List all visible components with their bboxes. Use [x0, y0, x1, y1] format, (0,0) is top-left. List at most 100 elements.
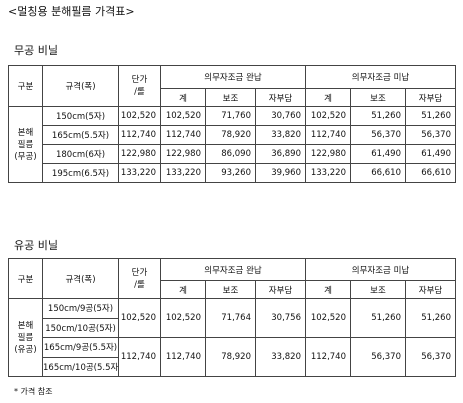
header-cell: 보조	[350, 88, 406, 107]
header-row: 구분 규격(폭) 단가/롤 의무자조금 완납 의무자조금 미납	[8, 65, 456, 107]
text-line: 단가	[131, 267, 148, 278]
value-cell: 36,890	[255, 144, 306, 164]
value-cell: 66,610	[350, 163, 406, 183]
header-cell: 보조	[205, 280, 256, 299]
text-line: (무공)	[14, 151, 37, 162]
header-cell: 구분	[8, 65, 43, 107]
value-cell: 51,260	[405, 106, 456, 126]
value-cell: 122,980	[118, 144, 161, 164]
header-cell: 의무자조금 미납	[305, 258, 456, 281]
data-row: 180cm(6자) 122,980 122,980 86,090 36,890 122,9…	[9, 144, 456, 164]
header-cell: 단가/롤	[118, 258, 161, 299]
header-cell: 의무자조금 완납	[160, 65, 306, 89]
value-cell: 51,260	[405, 298, 456, 338]
header-cell: 구분	[8, 258, 43, 299]
category-cell: 본해 필름 (유공)	[8, 298, 43, 377]
page-title: <멀칭용 분해필름 가격표>	[8, 5, 135, 18]
value-cell: 102,520	[118, 106, 161, 126]
value-cell: 112,740	[160, 337, 206, 377]
spec-cell: 165cm/10공(5.5자)	[42, 356, 119, 377]
text-line: /롤	[134, 87, 145, 97]
value-cell: 56,370	[405, 337, 456, 377]
header-cell: 보조	[205, 88, 256, 107]
header-cell: 계	[305, 88, 351, 107]
header-cell: 자부담	[255, 88, 306, 107]
header-row: 구분 규격(폭) 단가/롤 의무자조금 완납 의무자조금 미납	[8, 258, 456, 299]
text-line: 필름	[17, 332, 34, 343]
value-cell: 112,740	[118, 337, 161, 377]
note: * 가격 참조	[14, 387, 53, 396]
spec-cell: 150cm(5자)	[42, 106, 119, 126]
text-line: 필름	[17, 139, 34, 150]
spec-cell: 150cm/10공(5자)	[42, 317, 119, 338]
text-line: /롤	[134, 279, 145, 290]
value-cell: 39,960	[255, 163, 306, 183]
value-cell: 33,820	[255, 337, 306, 377]
value-cell: 86,090	[205, 144, 256, 164]
data-row: 195cm(6.5자) 133,220 133,220 93,260 39,960 133…	[9, 163, 456, 183]
header-cell: 단가/롤	[118, 65, 161, 107]
spec-cell: 165cm/9공(5.5자)	[42, 337, 119, 358]
header-cell: 자부담	[405, 280, 456, 299]
data-row: 본해 필름 (무공) 150cm(5자) 102,520 102,520 71,760 30,…	[8, 106, 456, 183]
value-cell: 51,260	[350, 298, 406, 338]
header-row: 계 보조 자부담 계 보조 자부담	[9, 280, 456, 299]
data-row: 본해 필름 (유공) 150cm/9공(5자) 102,520 102,520 71,764…	[8, 298, 456, 377]
price-table: 구분 규격(폭) 단가/롤 의무자조금 완납 의무자조금 미납 계 보조 자부담 계 보조 자부담 본…	[8, 258, 456, 377]
value-cell: 56,370	[350, 337, 406, 377]
value-cell: 78,920	[205, 337, 256, 377]
data-row: 165cm/10공(5.5자)	[9, 356, 456, 377]
price-table: 구분 규격(폭) 단가/롤 의무자조금 완납 의무자조금 미납 계 보조 자부담 계 보조 자부담 본…	[8, 65, 456, 183]
value-cell: 133,220	[160, 163, 206, 183]
value-cell: 122,980	[305, 144, 351, 164]
value-cell: 56,370	[350, 125, 406, 145]
text-line: 본해	[17, 127, 34, 138]
spec-cell: 195cm(6.5자)	[42, 163, 119, 183]
value-cell: 102,520	[118, 298, 161, 338]
header-cell: 자부담	[255, 280, 306, 299]
value-cell: 102,520	[305, 106, 351, 126]
value-cell: 112,740	[305, 337, 351, 377]
value-cell: 56,370	[405, 125, 456, 145]
header-cell: 규격(폭)	[42, 258, 119, 299]
spec-cell: 150cm/9공(5자)	[42, 298, 119, 319]
value-cell: 133,220	[118, 163, 161, 183]
data-row: 165cm(5.5자) 112,740 112,740 78,920 33,820 112…	[9, 125, 456, 145]
header-cell: 의무자조금 완납	[160, 258, 306, 281]
value-cell: 112,740	[305, 125, 351, 145]
value-cell: 61,490	[350, 144, 406, 164]
header-cell: 계	[160, 280, 206, 299]
header-cell: 자부담	[405, 88, 456, 107]
data-row: 165cm/9공(5.5자) 112,740 112,740 78,920 33,820…	[9, 337, 456, 377]
category-cell: 본해 필름 (무공)	[8, 106, 43, 183]
header-cell: 계	[305, 280, 351, 299]
spec-cell: 165cm(5.5자)	[42, 125, 119, 145]
text-line: 본해	[17, 320, 34, 331]
header-cell: 의무자조금 미납	[305, 65, 456, 89]
section-heading: 유공 비닐	[14, 239, 58, 252]
value-cell: 112,740	[118, 125, 161, 145]
header-cell: 계	[160, 88, 206, 107]
value-cell: 71,760	[205, 106, 256, 126]
text-line: 단가	[131, 75, 148, 85]
value-cell: 122,980	[160, 144, 206, 164]
value-cell: 66,610	[405, 163, 456, 183]
value-cell: 30,760	[255, 106, 306, 126]
value-cell: 102,520	[305, 298, 351, 338]
spec-cell: 180cm(6자)	[42, 144, 119, 164]
value-cell: 112,740	[160, 125, 206, 145]
section-heading: 무공 비닐	[14, 44, 58, 57]
header-cell: 보조	[350, 280, 406, 299]
value-cell: 61,490	[405, 144, 456, 164]
value-cell: 71,764	[205, 298, 256, 338]
value-cell: 102,520	[160, 106, 206, 126]
header-cell: 규격(폭)	[42, 65, 119, 107]
value-cell: 51,260	[350, 106, 406, 126]
value-cell: 93,260	[205, 163, 256, 183]
text-line: (유공)	[14, 344, 37, 355]
value-cell: 102,520	[160, 298, 206, 338]
value-cell: 30,756	[255, 298, 306, 338]
value-cell: 33,820	[255, 125, 306, 145]
value-cell: 133,220	[305, 163, 351, 183]
